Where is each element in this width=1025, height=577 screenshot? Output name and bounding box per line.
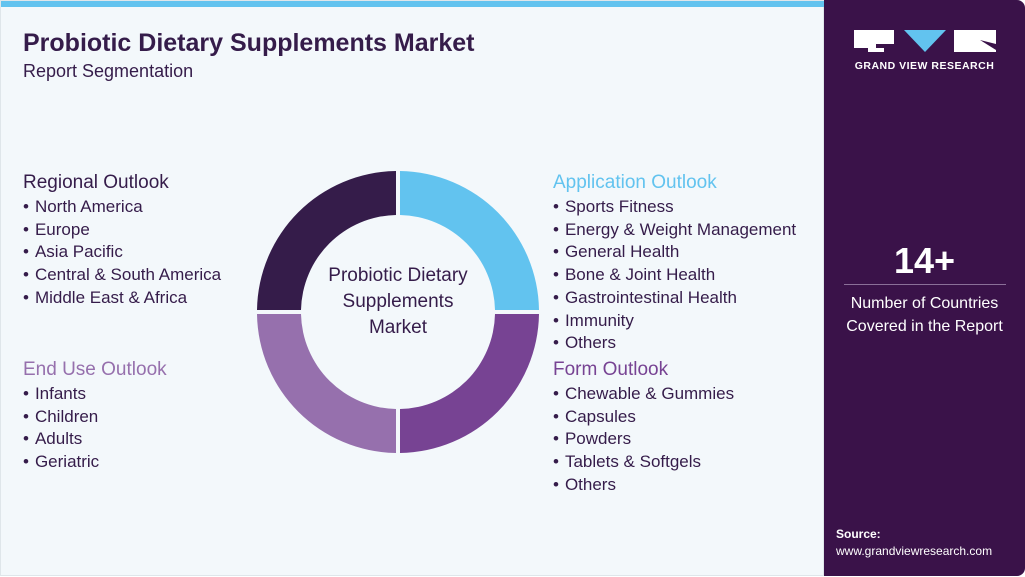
source-label: Source: [836,527,881,541]
donut-segment-regional [257,171,396,310]
segment-form: Form Outlook Chewable & Gummies Capsules… [553,358,734,497]
main-panel: Probiotic Dietary Supplements Market Rep… [0,0,824,576]
list-item: Gastrointestinal Health [553,287,796,310]
logo-text: GRAND VIEW RESEARCH [854,60,995,72]
source: Source: www.grandviewresearch.com [836,526,992,560]
list-item: Europe [23,219,221,242]
list-item: Others [553,474,734,497]
list-item: Immunity [553,310,796,333]
list-item: Asia Pacific [23,241,221,264]
list-item: Middle East & Africa [23,287,221,310]
segment-title: End Use Outlook [23,359,167,380]
list-item: Geriatric [23,451,167,474]
grand-view-research-logo [854,30,996,52]
list-item: Tablets & Softgels [553,451,734,474]
list-item: Adults [23,428,167,451]
list-item: General Health [553,241,796,264]
stat-caption: Number of Countries Covered in the Repor… [846,295,1003,335]
segmentation-donut [257,171,539,453]
page-title: Probiotic Dietary Supplements Market [23,29,475,57]
list-item: North America [23,196,221,219]
list-item: Sports Fitness [553,196,796,219]
page-subtitle: Report Segmentation [23,61,194,81]
segment-end-use: End Use Outlook Infants Children Adults … [23,358,167,474]
segment-regional: Regional Outlook North America Europe As… [23,171,221,310]
list-item: Others [553,332,796,355]
list-item: Powders [553,428,734,451]
segment-application: Application Outlook Sports Fitness Energ… [553,171,796,355]
list-item: Chewable & Gummies [553,383,734,406]
donut-center-label: Probiotic Dietary Supplements Market [328,265,468,338]
stat-value: 14+ [893,240,956,281]
source-url: www.grandviewresearch.com [836,544,993,558]
segment-title: Application Outlook [553,172,717,193]
donut-segment-application [400,171,539,310]
list-item: Capsules [553,406,734,429]
list-item: Central & South America [23,264,221,287]
accent-bar [1,1,825,7]
donut-segment-form [400,314,539,453]
divider [844,284,1006,285]
segment-title: Regional Outlook [23,172,169,193]
list-item: Children [23,406,167,429]
list-item: Bone & Joint Health [553,264,796,287]
list-item: Energy & Weight Management [553,219,796,242]
donut-segment-end-use [257,314,396,453]
segment-title: Form Outlook [553,359,669,380]
list-item: Infants [23,383,167,406]
sidebar: GRAND VIEW RESEARCH 14+ Number of Countr… [824,0,1025,576]
